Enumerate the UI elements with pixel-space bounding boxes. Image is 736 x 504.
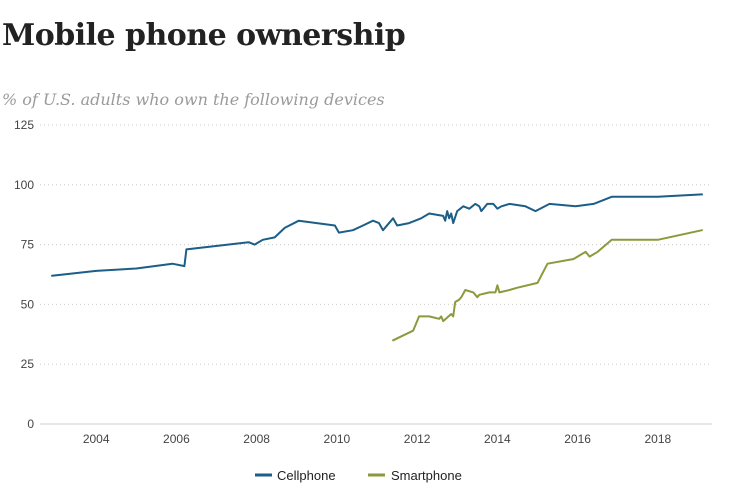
y-tick-label: 100 <box>14 178 34 192</box>
y-tick-label: 125 <box>14 118 34 132</box>
series-line-smartphone <box>392 229 703 342</box>
x-tick-label: 2016 <box>564 432 591 446</box>
y-tick-label: 50 <box>21 297 35 311</box>
x-tick-label: 2006 <box>163 432 190 446</box>
y-tick-label: 0 <box>27 417 34 431</box>
gridlines <box>40 124 712 425</box>
legend-label-smartphone: Smartphone <box>391 468 462 483</box>
y-tick-label: 25 <box>21 357 35 371</box>
x-tick-label: 2014 <box>484 432 511 446</box>
x-tick-label: 2004 <box>83 432 110 446</box>
x-tick-label: 2012 <box>404 432 431 446</box>
y-tick-label: 75 <box>21 238 35 252</box>
x-tick-label: 2008 <box>243 432 270 446</box>
x-axis: 2004 2006 2008 2010 2012 2014 2016 2018 <box>83 432 672 446</box>
legend-label-cellphone: Cellphone <box>277 468 336 483</box>
series-lines <box>51 193 703 342</box>
x-tick-label: 2010 <box>324 432 351 446</box>
chart-title: Mobile phone ownership <box>2 18 406 53</box>
legend: Cellphone Smartphone <box>255 468 462 483</box>
chart-subtitle: % of U.S. adults who own the following d… <box>2 90 385 109</box>
y-axis: 0 25 50 75 100 125 <box>14 118 34 431</box>
series-line-cellphone <box>51 193 703 277</box>
x-tick-label: 2018 <box>644 432 671 446</box>
